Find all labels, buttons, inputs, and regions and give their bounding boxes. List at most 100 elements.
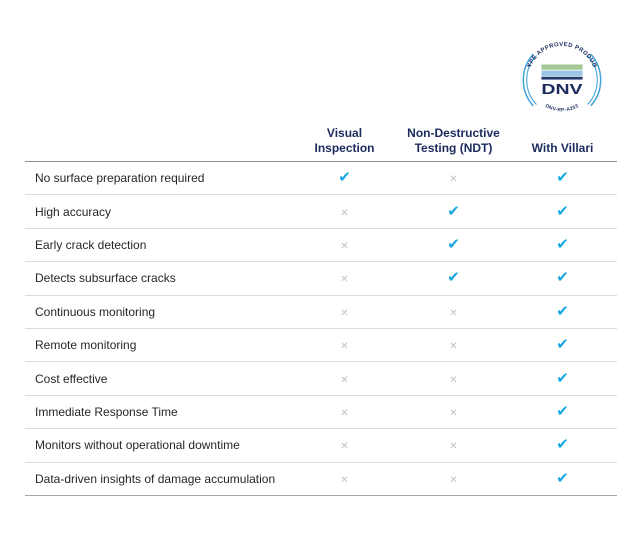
table-cell: ✕ [290,371,399,387]
check-icon: ✔ [338,168,351,187]
table-cell: ✕ [290,437,399,453]
cross-icon: ✕ [449,407,458,419]
table-cell: ✕ [290,337,399,353]
table-cell: ✕ [290,270,399,286]
table-cell: ✔ [508,401,617,420]
table-cell: ✕ [399,304,508,320]
table-cell: ✔ [399,234,508,253]
badge-left-inner-arc [526,55,537,105]
table-cell: ✔ [290,170,399,186]
table-cell: ✔ [508,234,617,253]
table-body: No surface preparation required ✔ ✕ ✔ High a… [25,162,617,496]
table-row: Continuous monitoring ✕ ✕ ✔ [25,296,617,329]
badge-top-text: TYPE APPROVED PRODUCT [520,38,597,69]
svg-text:TYPE APPROVED PRODUCT: TYPE APPROVED PRODUCT [520,38,597,69]
cross-icon: ✕ [340,374,349,386]
badge-bottom-text: DNV-RP-A203 [544,103,579,113]
table-cell: ✔ [508,468,617,487]
cross-icon: ✕ [449,441,458,453]
table-cell: ✕ [399,170,508,186]
dnv-wordmark: DNV [541,81,582,98]
badge-left-outer-arc [522,53,534,107]
table-cell: ✕ [399,371,508,387]
table-cell: ✔ [508,301,617,320]
check-icon: ✔ [556,201,569,220]
table-cell: ✔ [508,337,617,353]
row-label: Monitors without operational downtime [35,438,240,453]
table-cell: ✔ [508,270,617,286]
row-label: No surface preparation required [35,171,205,186]
table-cell: ✕ [399,471,508,487]
check-icon: ✔ [556,301,569,320]
table-row: Cost effective ✕ ✕ ✔ [25,362,617,396]
cross-icon: ✕ [449,374,458,386]
table-cell: ✔ [508,437,617,453]
table-cell: ✕ [290,204,399,220]
table-row: No surface preparation required ✔ ✕ ✔ [25,162,617,196]
table-cell: ✕ [399,404,508,420]
table-cell: ✕ [290,404,399,420]
cross-icon: ✕ [340,274,349,286]
cross-icon: ✕ [449,174,458,186]
cross-icon: ✕ [340,341,349,353]
table-row: Detects subsurface cracks ✕ ✔ ✔ [25,262,617,296]
check-icon: ✔ [556,168,569,187]
row-label: Continuous monitoring [35,304,156,319]
table-cell: ✕ [399,337,508,353]
check-icon: ✔ [447,268,460,287]
row-label-column-header [25,156,290,161]
badge-right-inner-arc [587,55,598,105]
cross-icon: ✕ [340,307,349,319]
row-label: Data-driven insights of damage accumulat… [35,471,276,486]
dnv-bar-green [541,64,583,70]
table-cell: ✔ [399,201,508,220]
check-icon: ✔ [556,435,569,454]
badge-right-outer-arc [590,53,602,107]
table-cell: ✕ [290,304,399,320]
cross-icon: ✕ [340,240,349,252]
comparison-table: Visual Inspection Non-Destructive Testin… [25,124,617,496]
row-label: High accuracy [35,204,112,219]
table-cell: ✕ [290,237,399,253]
table-cell: ✔ [508,201,617,220]
table-row: Remote monitoring ✕ ✕ ✔ [25,329,617,363]
column-header-with-villari: With Villari [531,141,594,155]
cross-icon: ✕ [449,307,458,319]
dnv-bar-blue [541,70,583,76]
cross-icon: ✕ [340,207,349,219]
svg-text:DNV-RP-A203: DNV-RP-A203 [544,103,580,113]
row-label: Immediate Response Time [35,404,178,419]
table-header-row: Visual Inspection Non-Destructive Testin… [25,124,617,162]
table-row: High accuracy ✕ ✔ ✔ [25,195,617,229]
row-label: Detects subsurface cracks [35,271,176,286]
dnv-type-approval-badge-icon: TYPE APPROVED PRODUCT ✶ ✶ DNV DNV-RP-A20… [520,38,602,113]
row-label: Cost effective [35,371,108,386]
cross-icon: ✕ [449,474,458,486]
cross-icon: ✕ [449,341,458,353]
table-cell: ✔ [508,170,617,186]
check-icon: ✔ [556,335,569,354]
badge-star-right-icon: ✶ [593,63,597,69]
table-row: Early crack detection ✕ ✔ ✔ [25,229,617,263]
badge-star-left-icon: ✶ [527,63,531,69]
check-icon: ✔ [447,201,460,220]
table-cell: ✕ [290,471,399,487]
check-icon: ✔ [447,234,460,253]
cross-icon: ✕ [340,407,349,419]
column-header-ndt: Non-Destructive Testing (NDT) [407,126,500,155]
table-row: Monitors without operational downtime ✕ ✕ ✔ [25,429,617,463]
row-label: Early crack detection [35,237,147,252]
table-cell: ✔ [399,270,508,286]
table-cell: ✔ [508,368,617,387]
row-label: Remote monitoring [35,338,137,353]
dnv-bar-navy [541,76,583,80]
check-icon: ✔ [556,468,569,487]
cross-icon: ✕ [340,474,349,486]
check-icon: ✔ [556,268,569,287]
table-row: Immediate Response Time ✕ ✕ ✔ [25,396,617,430]
table-row: Data-driven insights of damage accumulat… [25,463,617,496]
check-icon: ✔ [556,368,569,387]
check-icon: ✔ [556,234,569,253]
check-icon: ✔ [556,401,569,420]
